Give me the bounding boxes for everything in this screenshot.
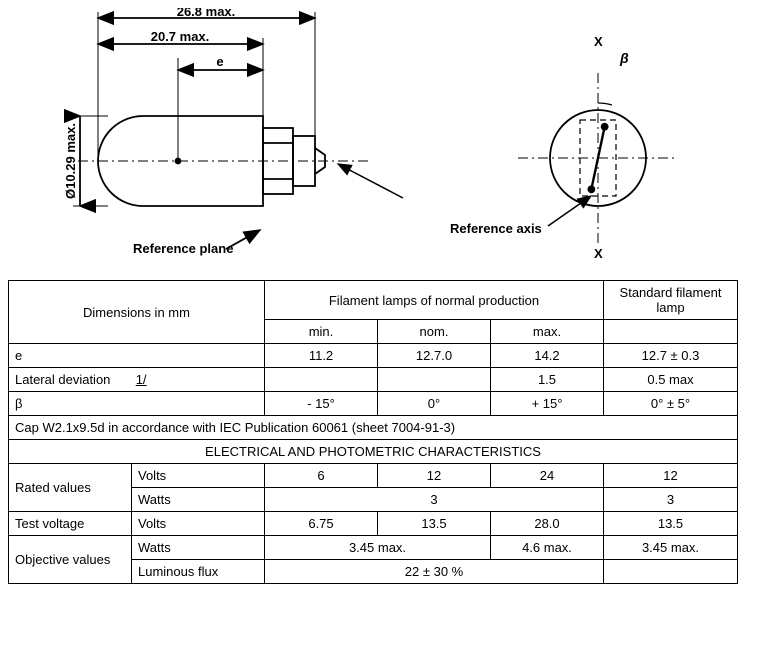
row-rated-volts: Rated values Volts 6 12 24 12 bbox=[9, 464, 738, 488]
diagram-svg: 26.8 max. 20.7 max. e Ø10.29 max. Refere… bbox=[8, 8, 768, 268]
dim-diameter: Ø10.29 max. bbox=[63, 123, 78, 199]
cell-lat-label: Lateral deviation 1/ bbox=[9, 368, 265, 392]
row-beta: β - 15° 0° + 15° 0° ± 5° bbox=[9, 392, 738, 416]
right-view bbox=[518, 73, 678, 243]
row-lateral: Lateral deviation 1/ 1.5 0.5 max bbox=[9, 368, 738, 392]
cell-beta-label: β bbox=[9, 392, 265, 416]
row-elec-header: ELECTRICAL AND PHOTOMETRIC CHARACTERISTI… bbox=[9, 440, 738, 464]
ref-plane-label: Reference plane bbox=[133, 241, 233, 256]
dim-207: 20.7 max. bbox=[151, 29, 210, 44]
hdr-normal: Filament lamps of normal production bbox=[265, 281, 604, 320]
hdr-min: min. bbox=[265, 320, 378, 344]
spec-table: Dimensions in mm Filament lamps of norma… bbox=[8, 280, 738, 584]
cell-e-label: e bbox=[9, 344, 265, 368]
rated-label: Rated values bbox=[9, 464, 132, 512]
diagram-area: 26.8 max. 20.7 max. e Ø10.29 max. Refere… bbox=[8, 8, 768, 268]
header-row-1: Dimensions in mm Filament lamps of norma… bbox=[9, 281, 738, 320]
hdr-nom: nom. bbox=[378, 320, 491, 344]
row-e: e 11.2 12.7.0 14.2 12.7 ± 0.3 bbox=[9, 344, 738, 368]
beta-symbol: β bbox=[619, 50, 629, 66]
row-testv: Test voltage Volts 6.75 13.5 28.0 13.5 bbox=[9, 512, 738, 536]
x-top: X bbox=[594, 34, 603, 49]
dim-e: e bbox=[216, 54, 223, 69]
hdr-dims: Dimensions in mm bbox=[9, 281, 265, 344]
dim-268: 26.8 max. bbox=[177, 8, 236, 19]
row-cap: Cap W2.1x9.5d in accordance with IEC Pub… bbox=[9, 416, 738, 440]
testv-label: Test voltage bbox=[9, 512, 132, 536]
hdr-std: Standard filament lamp bbox=[604, 281, 738, 320]
ref-axis-label: Reference axis bbox=[450, 221, 542, 236]
left-view bbox=[73, 12, 403, 249]
hdr-max: max. bbox=[491, 320, 604, 344]
row-obj-watts: Objective values Watts 3.45 max. 4.6 max… bbox=[9, 536, 738, 560]
note-ref: 1/ bbox=[136, 372, 147, 387]
obj-label: Objective values bbox=[9, 536, 132, 584]
x-bot: X bbox=[594, 246, 603, 261]
